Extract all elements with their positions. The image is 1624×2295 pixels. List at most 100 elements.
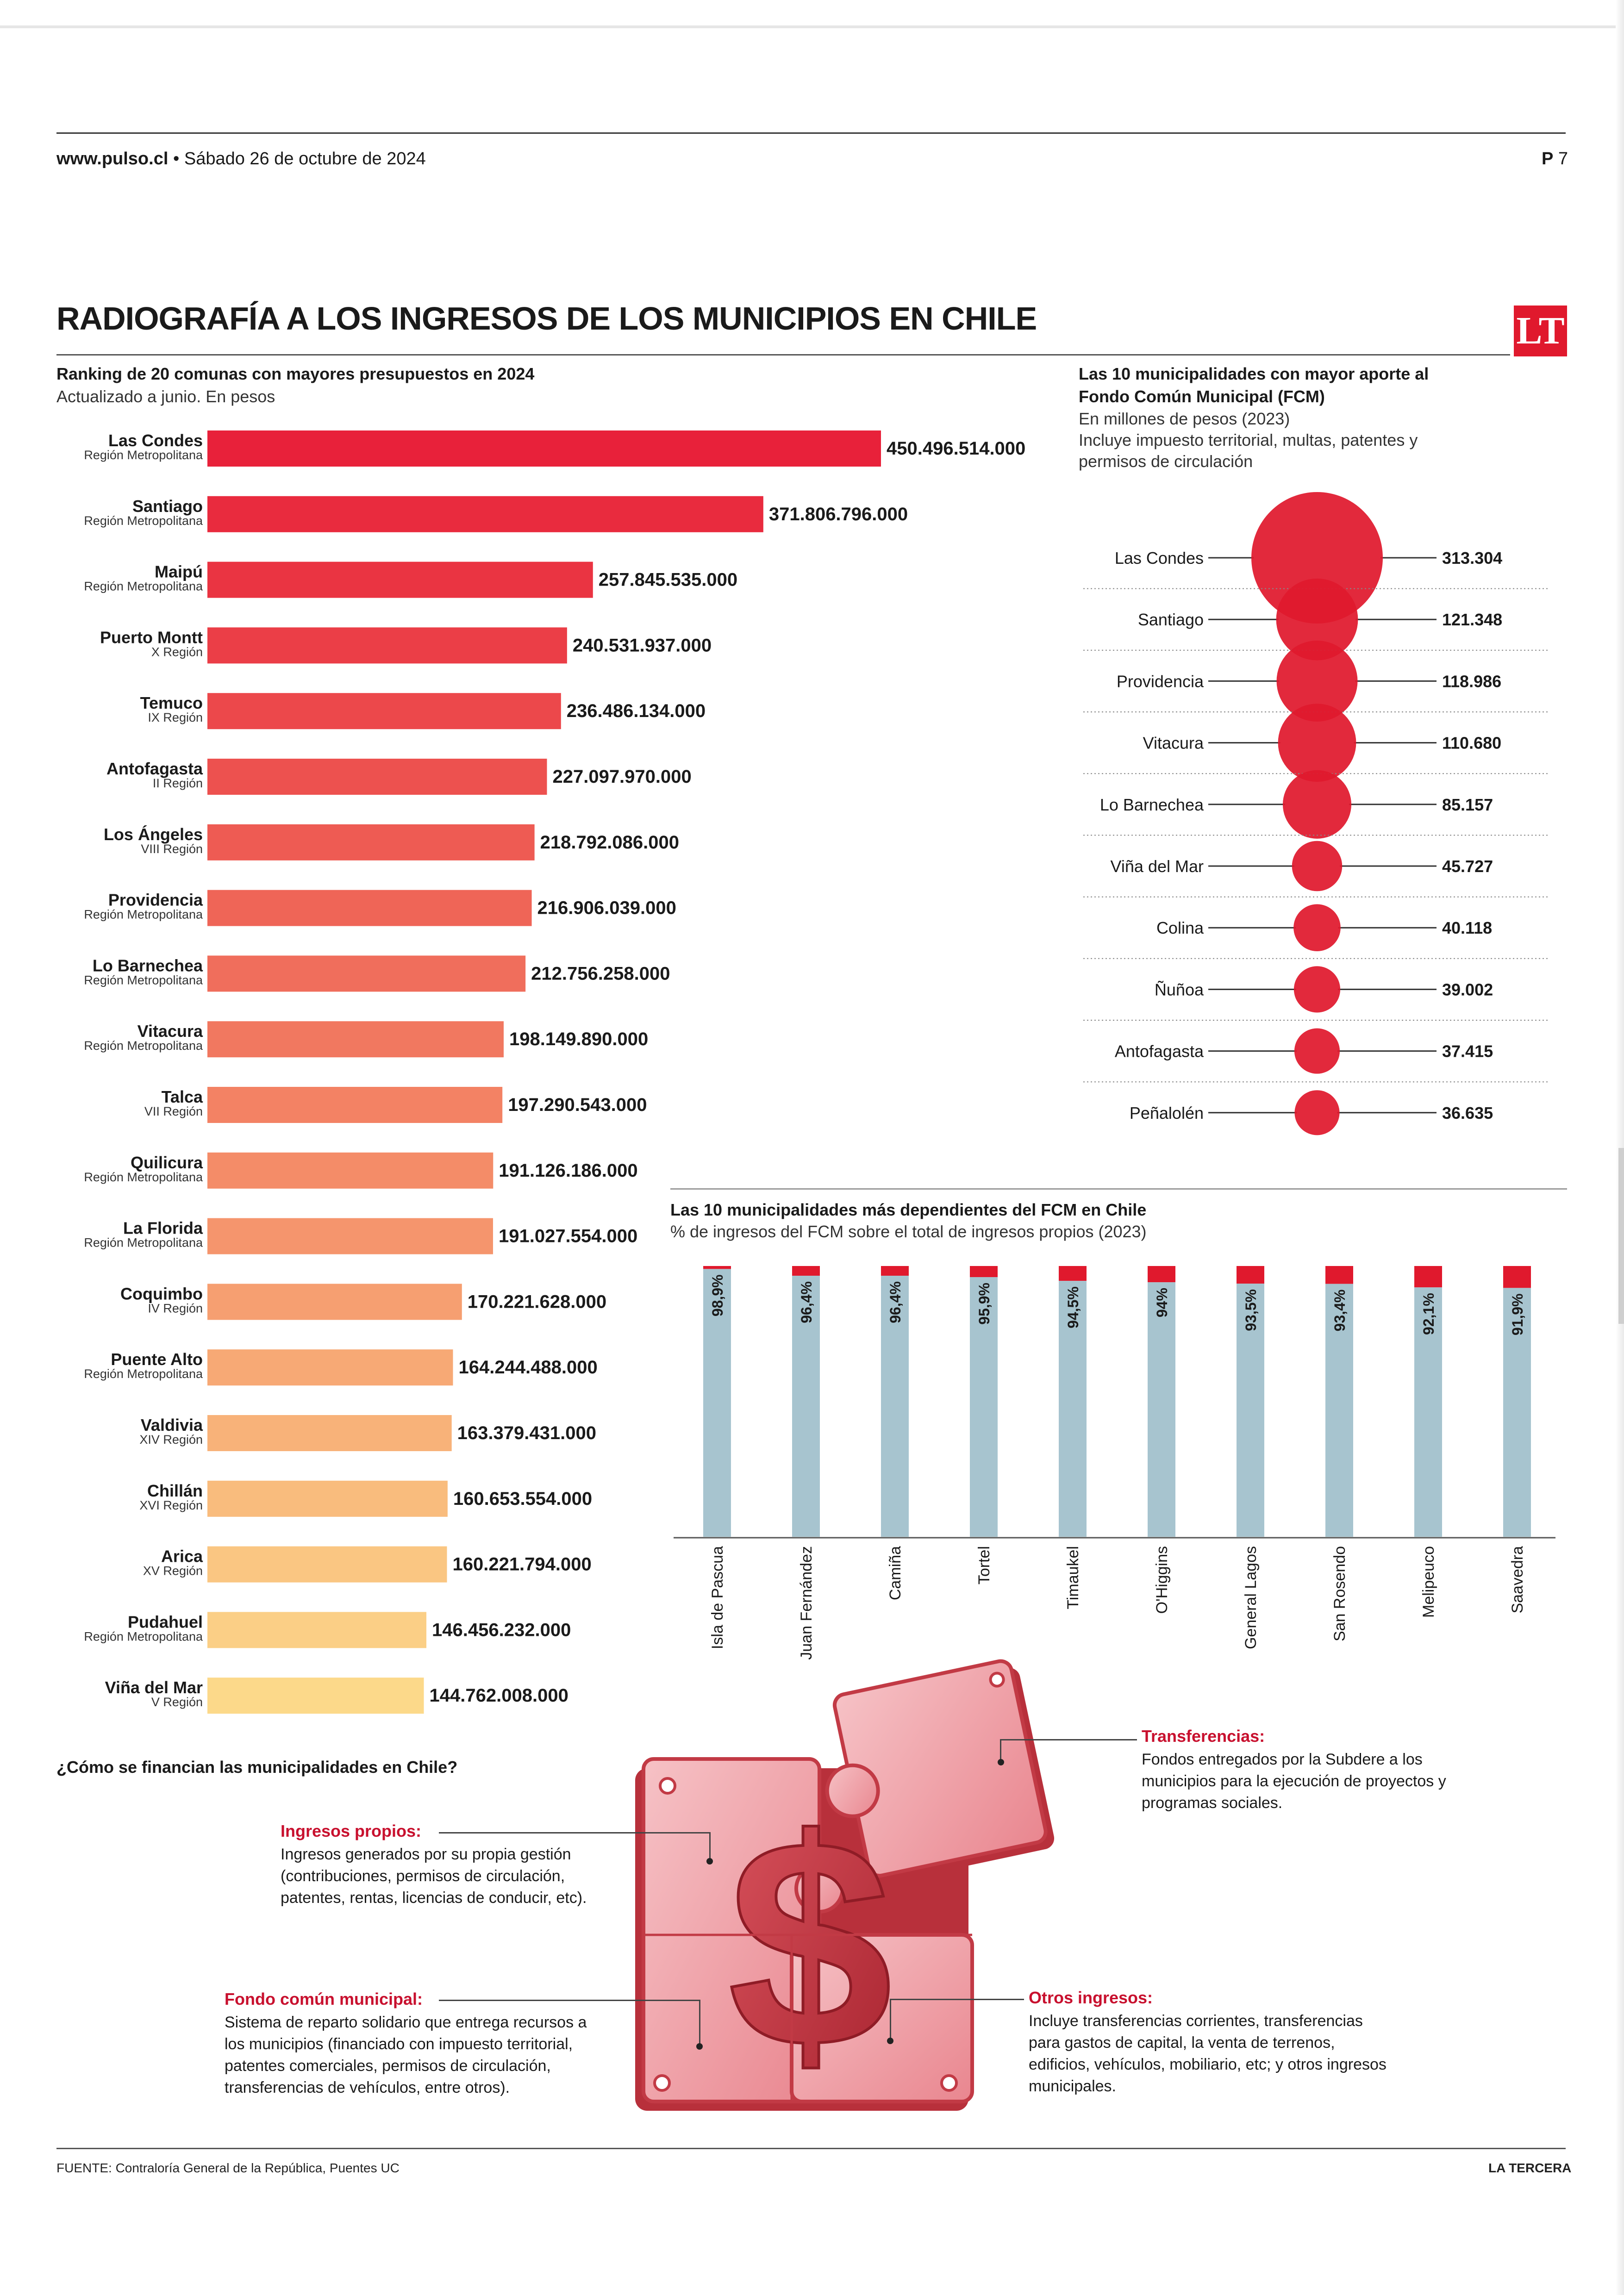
bubble: [1282, 770, 1352, 839]
ranking-commune-label: Santiago: [132, 497, 203, 516]
ranking-commune-label: Temuco: [140, 693, 203, 712]
puzzle-hole: [659, 1777, 676, 1795]
otros-ingresos-line: para gastos de capital, la venta de terr…: [1029, 2034, 1335, 2052]
bubble-value-label: 40.118: [1442, 918, 1492, 937]
ranking-value-label: 257.845.535.000: [599, 570, 737, 590]
otros-ingresos-line: municipales.: [1029, 2077, 1116, 2095]
fondo-comun-leader: [439, 2000, 699, 2001]
ranking-bar: [207, 824, 535, 861]
otros-ingresos-dot: [887, 2038, 893, 2044]
dependence-bar-fcm: [1059, 1281, 1087, 1537]
fcm-aporte-sub-1: En millones de pesos (2023): [1079, 409, 1290, 428]
ranking-value-label: 144.762.008.000: [430, 1685, 568, 1706]
dependence-title: Las 10 municipalidades más dependientes …: [670, 1200, 1147, 1219]
ranking-commune-label: Los Ángeles: [104, 825, 203, 844]
dependence-bar-fcm: [1503, 1288, 1531, 1537]
ranking-region-label: II Región: [153, 776, 203, 790]
puzzle-piece-left: [642, 1757, 821, 2103]
transferencias-text: Fondos entregados por la Subdere a los m…: [1142, 1749, 1558, 1814]
ranking-bar: [207, 1087, 503, 1123]
ranking-region-label: Región Metropolitana: [84, 1170, 203, 1184]
dependence-category-label: Saavedra: [1509, 1546, 1526, 1614]
dependence-bar-fcm: [881, 1276, 909, 1537]
bubble-value-label: 121.348: [1442, 610, 1502, 629]
ranking-value-label: 198.149.890.000: [509, 1029, 648, 1049]
otros-ingresos-line: edificios, vehículos, mobiliario, etc; y…: [1029, 2056, 1387, 2073]
otros-ingresos-leader: [890, 1999, 1024, 2000]
footer-source: FUENTE: Contraloría General de la Repúbl…: [56, 2161, 400, 2176]
ingresos-propios-title: Ingresos propios:: [281, 1821, 422, 1840]
ranking-value-label: 163.379.431.000: [457, 1423, 596, 1443]
transferencias-line: programas sociales.: [1142, 1794, 1283, 1812]
ranking-bar: [207, 1218, 493, 1254]
ranking-commune-label: Chillán: [147, 1481, 203, 1500]
ranking-bar: [207, 561, 593, 598]
bubble-commune-label: Vitacura: [1143, 734, 1204, 753]
la-tercera-logo: LT: [1514, 306, 1567, 356]
ranking-commune-label: Lo Barnechea: [93, 956, 203, 975]
puzzle-hole: [940, 2074, 958, 2092]
header-rule: [56, 132, 1566, 134]
dependence-bar-rest: [703, 1266, 731, 1269]
ranking-region-label: Región Metropolitana: [84, 908, 203, 922]
ranking-subtitle: Actualizado a junio. En pesos: [56, 387, 275, 406]
fondo-comun-line: Sistema de reparto solidario que entrega…: [225, 2014, 587, 2031]
ranking-region-label: X Región: [151, 645, 203, 659]
fondo-comun-dot: [696, 2043, 703, 2050]
dependence-category-label: General Lagos: [1242, 1546, 1260, 1649]
dependence-value-label: 98,9%: [709, 1274, 726, 1316]
ranking-region-label: IX Región: [148, 711, 203, 724]
dependence-bar-fcm: [1414, 1287, 1442, 1537]
ranking-region-label: Región Metropolitana: [84, 514, 203, 528]
fcm-bubble-chart: Las Condes 313.304 Santiago 121.348 Providen…: [1083, 492, 1549, 1135]
source-text: Contraloría General de la República, Pue…: [115, 2161, 400, 2175]
ranking-bar: [207, 955, 526, 992]
bubble: [1294, 1090, 1340, 1135]
dependence-bar-fcm: [1325, 1284, 1353, 1537]
puzzle-knob: [794, 1864, 844, 1914]
ranking-commune-label: Las Condes: [108, 431, 203, 450]
dependence-value-label: 93,4%: [1331, 1290, 1348, 1332]
dependence-bar-rest: [1237, 1266, 1264, 1284]
ranking-bar: [207, 890, 532, 926]
ranking-value-label: 197.290.543.000: [508, 1095, 647, 1115]
puzzle-piece-floating: [825, 1659, 1055, 1883]
ranking-bar: [207, 496, 763, 532]
ranking-bar: [207, 1546, 447, 1583]
header-left: www.pulso.cl • Sábado 26 de octubre de 2…: [56, 149, 426, 169]
dependence-bar-chart: 98,9% Isla de Pascua 96,4% Juan Fernández 96…: [674, 1266, 1555, 1660]
dependence-category-label: Tortel: [975, 1546, 993, 1584]
ranking-commune-label: Arica: [161, 1547, 203, 1566]
ranking-bar: [207, 1021, 504, 1058]
dependence-bar-fcm: [703, 1269, 731, 1537]
bubble-commune-label: Viña del Mar: [1111, 857, 1204, 876]
dependence-category-label: San Rosendo: [1331, 1546, 1349, 1641]
dependence-category-label: Timaukel: [1064, 1546, 1082, 1609]
dependence-bar-rest: [881, 1266, 909, 1276]
ranking-bar: [207, 1678, 424, 1714]
bubble: [1276, 640, 1358, 722]
ranking-bar: [207, 1415, 452, 1451]
header-date: Sábado 26 de octubre de 2024: [184, 149, 426, 168]
transferencias-line: Fondos entregados por la Subdere a los: [1142, 1751, 1423, 1768]
title-rule: [56, 354, 1510, 355]
otros-ingresos-text: Incluye transferencias corrientes, trans…: [1029, 2010, 1445, 2097]
ranking-commune-label: Antofagasta: [106, 759, 203, 778]
footer-brand: LA TERCERA: [1488, 2161, 1572, 2175]
scrollbar-thumb[interactable]: [1618, 1148, 1624, 1324]
bubble-commune-label: Ñuñoa: [1155, 980, 1204, 999]
dependence-bar-fcm: [1237, 1284, 1264, 1537]
bubble-value-label: 45.727: [1442, 857, 1493, 876]
source-label: FUENTE:: [56, 2161, 112, 2175]
dependence-bar-rest: [792, 1266, 820, 1276]
ranking-region-label: XIV Región: [139, 1433, 203, 1447]
transferencias-line: municipios para la ejecución de proyecto…: [1142, 1772, 1446, 1790]
dependence-value-label: 94,5%: [1065, 1286, 1081, 1328]
transferencias-leader-v: [1000, 1739, 1001, 1762]
site-url[interactable]: www.pulso.cl: [56, 149, 169, 168]
fondo-comun-leader-v: [699, 2000, 700, 2046]
ranking-region-label: V Región: [151, 1695, 203, 1709]
fondo-comun-line: patentes comerciales, permisos de circul…: [225, 2057, 551, 2075]
ranking-commune-label: Puente Alto: [111, 1350, 203, 1369]
